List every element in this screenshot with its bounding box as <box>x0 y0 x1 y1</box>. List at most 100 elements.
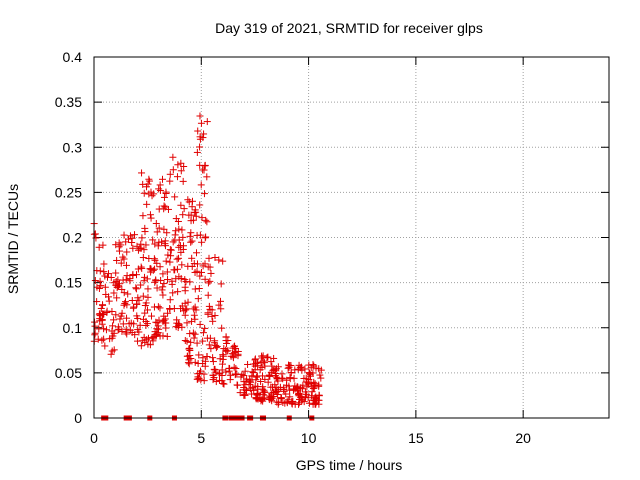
data-point <box>196 143 204 151</box>
data-point <box>95 243 103 251</box>
data-point <box>241 367 249 375</box>
data-point <box>191 358 199 366</box>
data-point <box>173 265 181 273</box>
data-point <box>203 218 211 226</box>
data-point <box>266 394 274 402</box>
data-point <box>270 389 278 397</box>
data-point <box>189 216 197 224</box>
data-point <box>157 276 165 284</box>
y-axis-label: SRMTID / TECUs <box>5 184 21 294</box>
data-point <box>159 291 167 299</box>
data-point <box>191 285 199 293</box>
data-point <box>115 247 123 255</box>
data-point <box>139 180 147 188</box>
data-point <box>193 231 201 239</box>
data-point <box>200 166 208 174</box>
data-point <box>175 225 183 233</box>
data-point <box>305 399 313 407</box>
y-tick-label: 0.4 <box>63 49 83 65</box>
data-point <box>277 394 285 402</box>
data-point <box>296 390 304 398</box>
data-point <box>226 365 234 373</box>
data-point <box>160 202 168 210</box>
data-point <box>200 370 208 378</box>
data-point <box>149 236 157 244</box>
data-point <box>173 173 181 181</box>
data-point <box>217 297 225 305</box>
data-point <box>186 330 194 338</box>
data-point <box>102 326 110 334</box>
data-point <box>186 347 194 355</box>
data-point <box>144 334 152 342</box>
data-point <box>317 366 325 374</box>
data-point <box>98 301 106 309</box>
data-point <box>109 322 117 330</box>
data-point <box>196 272 204 280</box>
data-point <box>234 381 242 389</box>
data-point <box>273 375 281 383</box>
data-point <box>191 330 199 338</box>
data-point <box>133 271 141 279</box>
data-point <box>217 305 225 313</box>
data-point <box>131 231 139 239</box>
data-point <box>288 397 296 405</box>
data-point <box>128 297 136 305</box>
data-point <box>143 320 151 328</box>
data-point <box>142 241 150 249</box>
data-point <box>132 284 140 292</box>
data-point <box>222 333 230 341</box>
data-point <box>253 372 261 380</box>
data-point <box>171 231 179 239</box>
data-point <box>240 384 248 392</box>
data-point <box>212 344 220 352</box>
data-point <box>295 361 303 369</box>
data-point <box>183 352 191 360</box>
data-point <box>274 400 282 408</box>
data-point <box>98 316 106 324</box>
data-point <box>105 297 113 305</box>
y-tick-label: 0 <box>74 410 82 426</box>
data-point <box>194 359 202 367</box>
data-point <box>211 337 219 345</box>
data-point <box>183 305 191 313</box>
data-point <box>190 334 198 342</box>
data-point <box>138 169 146 177</box>
data-point <box>169 238 177 246</box>
data-point <box>206 263 214 271</box>
data-point <box>196 320 204 328</box>
data-point <box>153 228 161 236</box>
data-point <box>138 234 146 242</box>
data-point <box>174 161 182 169</box>
data-point <box>211 253 219 261</box>
data-point <box>126 277 134 285</box>
data-point <box>286 393 294 401</box>
data-point <box>134 326 142 334</box>
data-point <box>201 275 209 283</box>
x-tick-label: 10 <box>301 430 317 446</box>
data-point <box>224 347 232 355</box>
data-point <box>144 285 152 293</box>
data-point <box>167 252 175 260</box>
data-point <box>154 303 162 311</box>
data-point <box>178 261 186 269</box>
data-point <box>153 331 161 339</box>
data-point <box>194 127 202 135</box>
data-point <box>155 224 163 232</box>
data-point <box>309 361 317 369</box>
data-point <box>200 130 208 138</box>
y-tick-label: 0.1 <box>63 320 83 336</box>
data-point <box>156 304 164 312</box>
data-point <box>196 201 204 209</box>
data-point <box>315 381 323 389</box>
data-point <box>199 337 207 345</box>
data-point <box>264 353 272 361</box>
data-point <box>141 309 149 317</box>
data-point <box>110 329 118 337</box>
data-point <box>162 257 170 265</box>
data-point <box>160 225 168 233</box>
data-point <box>250 386 258 394</box>
data-point <box>139 212 147 220</box>
data-point <box>199 262 207 270</box>
data-point <box>166 170 174 178</box>
data-point <box>145 190 153 198</box>
